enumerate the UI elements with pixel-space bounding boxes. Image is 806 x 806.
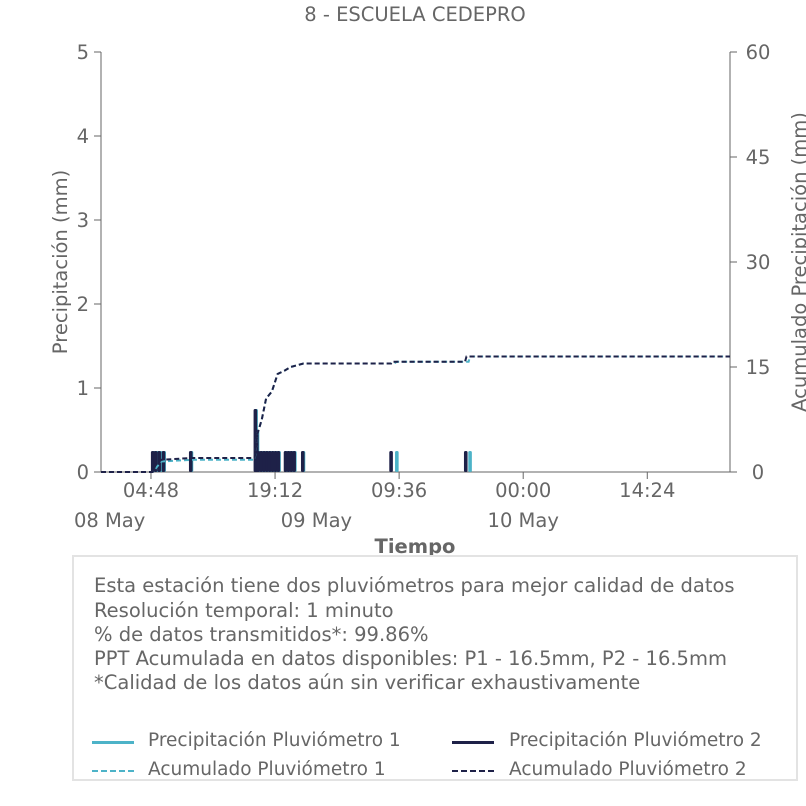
note-accumulated: PPT Acumulada en datos disponibles: P1 -… [94, 647, 727, 670]
accumulated-line [101, 355, 730, 473]
precipitation-bar [289, 451, 294, 472]
precipitation-bar [150, 451, 155, 472]
x-tick-label: 19:12 [247, 479, 303, 502]
y-right-tick-label: 30 [746, 251, 771, 274]
legend-swatch-p1-acum [92, 770, 134, 772]
legend-swatch-p2-acum [452, 770, 494, 772]
x-tick-label: 04:48 [123, 479, 179, 502]
precipitation-bar [463, 451, 468, 472]
y-right-tick-label: 15 [746, 356, 771, 379]
y-tick-label: 5 [77, 41, 89, 64]
note-transmitted: % de datos transmitidos*: 99.86% [94, 623, 429, 646]
x-tick-label: 09:36 [371, 479, 427, 502]
legend-label-p1-precip: Precipitación Pluviómetro 1 [148, 730, 401, 751]
note-quality: *Calidad de los datos aún sin verificar … [94, 671, 641, 694]
x-tick-label: 14:24 [619, 479, 675, 502]
y-axis-right-label: Acumulado Precipitación (mm) [788, 112, 806, 412]
y-axis-label: Precipitación (mm) [49, 170, 72, 354]
precipitation-bar [468, 451, 472, 472]
y-tick-label: 3 [77, 209, 89, 232]
y-right-tick-label: 45 [746, 146, 771, 169]
accumulated-lines [101, 355, 730, 473]
precipitation-bar [267, 451, 272, 472]
x-date-label: 09 May [281, 509, 352, 532]
precipitation-bar [265, 451, 269, 472]
y-tick-label: 1 [77, 377, 89, 400]
precipitation-bar [389, 451, 393, 472]
precipitation-bar [262, 451, 266, 472]
info-panel: Esta estación tiene dos pluviómetros par… [72, 555, 798, 781]
precipitation-bar [286, 451, 291, 472]
precipitation-bar [273, 451, 278, 472]
legend-label-p1-acum: Acumulado Pluviómetro 1 [148, 759, 386, 780]
x-axis-label: Tiempo [375, 535, 456, 558]
accumulated-line [101, 355, 730, 473]
note-resolution: Resolución temporal: 1 minuto [94, 599, 394, 622]
x-date-label: 10 May [488, 509, 559, 532]
precipitation-bar [188, 451, 193, 472]
precipitation-bar [283, 451, 288, 472]
precipitation-bar [270, 451, 275, 472]
precipitation-bar [259, 451, 263, 472]
legend-label-p2-acum: Acumulado Pluviómetro 2 [509, 759, 747, 780]
note-two-gauges: Esta estación tiene dos pluviómetros par… [94, 574, 735, 597]
x-date-label: 08 May [74, 509, 145, 532]
rain-chart: 8 - ESCUELA CEDEPRO 01234501530456004:48… [49, 3, 806, 558]
precipitation-bar [276, 451, 281, 472]
x-tick-label: 00:00 [495, 479, 551, 502]
chart-title: 8 - ESCUELA CEDEPRO [304, 3, 526, 26]
precipitation-bar [292, 451, 296, 472]
legend-label-p2-precip: Precipitación Pluviómetro 2 [509, 730, 762, 751]
y-right-tick-label: 60 [746, 41, 771, 64]
precipitation-bars [150, 409, 472, 472]
legend-swatch-p2-precip [452, 741, 494, 744]
precipitation-bar [153, 451, 158, 472]
y-tick-label: 4 [77, 125, 89, 148]
legend-swatch-p1-precip [92, 741, 134, 744]
precipitation-bar [256, 451, 261, 472]
y-right-tick-label: 0 [752, 461, 764, 484]
y-tick-label: 0 [77, 461, 89, 484]
y-tick-label: 2 [77, 293, 89, 316]
precipitation-bar [395, 451, 399, 472]
precipitation-bar [300, 451, 305, 472]
